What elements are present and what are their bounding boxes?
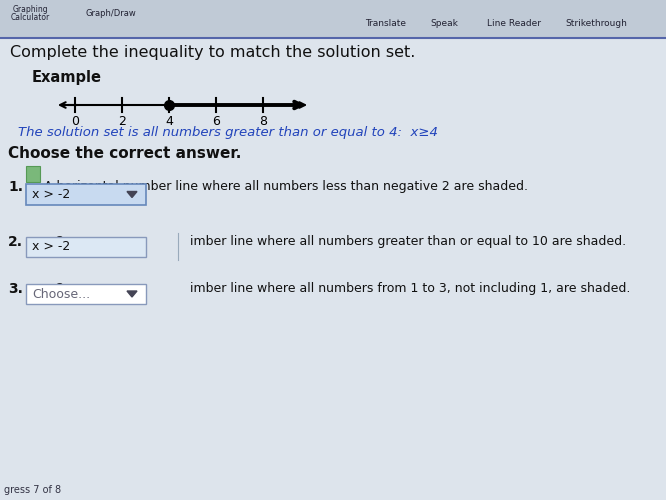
- Text: Choose...: Choose...: [32, 288, 90, 300]
- Text: Complete the inequality to match the solution set.: Complete the inequality to match the sol…: [10, 45, 416, 60]
- FancyBboxPatch shape: [26, 184, 146, 205]
- Text: The solution set is all numbers greater than or equal to 4:  x≥4: The solution set is all numbers greater …: [18, 126, 438, 139]
- Text: Graphing: Graphing: [12, 5, 48, 14]
- Polygon shape: [127, 291, 137, 297]
- Text: imber line where all numbers from 1 to 3, not including 1, are shaded.: imber line where all numbers from 1 to 3…: [190, 282, 631, 295]
- Text: 1.: 1.: [8, 180, 23, 194]
- FancyBboxPatch shape: [26, 284, 146, 304]
- Text: Graph/Draw: Graph/Draw: [85, 9, 136, 18]
- Text: 3.: 3.: [8, 282, 23, 296]
- Text: A horizontal number line where all numbers less than negative 2 are shaded.: A horizontal number line where all numbe…: [44, 180, 528, 193]
- Text: 2: 2: [118, 115, 126, 128]
- Text: x > -2: x > -2: [32, 240, 70, 254]
- Text: x < -2: x < -2: [26, 235, 64, 248]
- Text: 2.: 2.: [8, 235, 23, 249]
- Text: x > -2: x > -2: [32, 188, 70, 201]
- Text: gress 7 of 8: gress 7 of 8: [4, 485, 61, 495]
- Text: Choose the correct answer.: Choose the correct answer.: [8, 146, 241, 161]
- Text: Example: Example: [32, 70, 102, 85]
- Text: Strikethrough: Strikethrough: [565, 20, 627, 28]
- Text: imber line where all numbers greater than or equal to 10 are shaded.: imber line where all numbers greater tha…: [190, 235, 626, 248]
- Text: 0: 0: [71, 115, 79, 128]
- Text: 6: 6: [212, 115, 220, 128]
- Bar: [0, 0, 666, 38]
- Text: 8: 8: [259, 115, 267, 128]
- Text: Calculator: Calculator: [11, 13, 50, 22]
- Polygon shape: [127, 192, 137, 198]
- Text: 4: 4: [165, 115, 173, 128]
- FancyBboxPatch shape: [26, 237, 146, 257]
- Bar: [26, 166, 40, 182]
- Text: Translate: Translate: [365, 20, 406, 28]
- Text: x ≤ -2: x ≤ -2: [26, 282, 64, 295]
- Text: Line Reader: Line Reader: [487, 20, 541, 28]
- Text: Speak: Speak: [430, 20, 458, 28]
